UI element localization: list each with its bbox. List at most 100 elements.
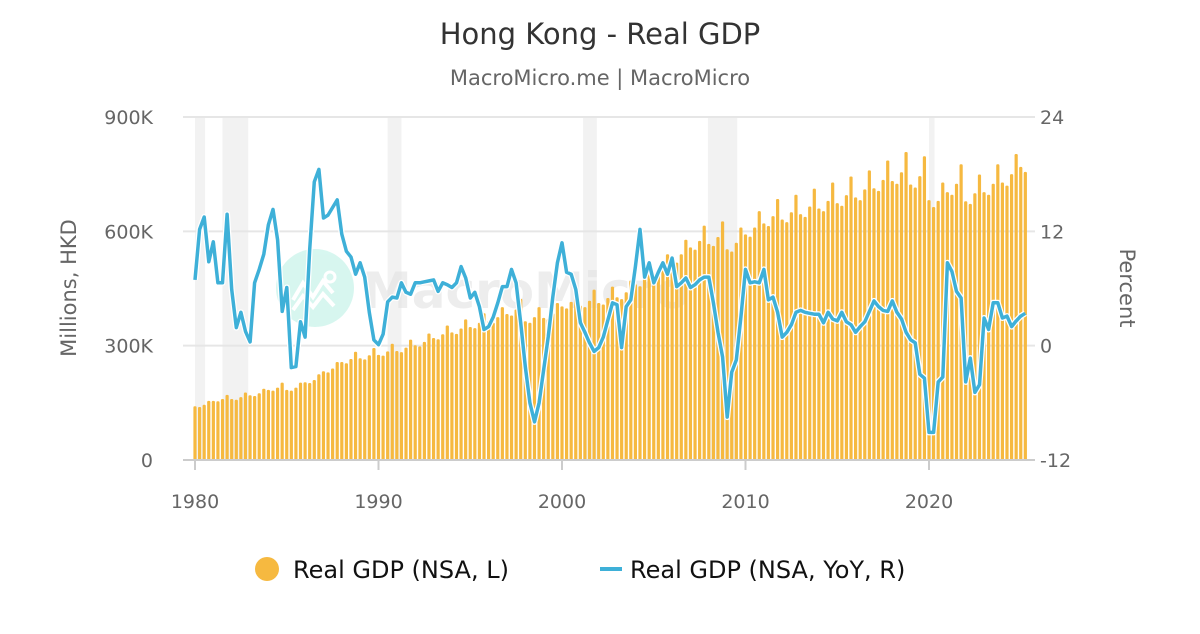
bar (303, 382, 307, 460)
bar (358, 358, 362, 460)
bar (583, 307, 587, 460)
bar (376, 354, 381, 460)
y-right-tick-label: -12 (1040, 450, 1071, 472)
bar (404, 347, 408, 460)
legend-item-bars[interactable]: Real GDP (NSA, L) (255, 556, 509, 584)
bar (331, 368, 335, 460)
bar (762, 223, 766, 460)
bar (973, 193, 977, 460)
bar (340, 362, 344, 460)
bar (647, 266, 651, 460)
bar (665, 254, 670, 460)
yoy-line (193, 167, 1027, 435)
bar (532, 317, 537, 460)
bar (798, 214, 803, 460)
x-tick-label: 2000 (538, 491, 586, 513)
bar (555, 302, 560, 460)
bar (849, 176, 853, 460)
bar (308, 383, 312, 460)
y-left-tick-label: 0 (141, 450, 153, 472)
bar (496, 317, 500, 460)
bar (560, 306, 564, 460)
bar (207, 400, 211, 460)
bar (872, 188, 876, 461)
bar (473, 328, 477, 460)
bar (890, 181, 894, 460)
bar (812, 188, 816, 460)
y-right-tick-label: 12 (1040, 221, 1064, 243)
legend: Real GDP (NSA, L) Real GDP (NSA, YoY, R) (255, 556, 905, 584)
bar (381, 355, 385, 460)
bar (477, 322, 482, 460)
bar (280, 382, 284, 460)
bar (487, 321, 491, 460)
bar (679, 254, 683, 460)
axes: 0 300K 600K 900K -12 0 12 24 1980 1990 2000 2010 202… (104, 107, 1071, 513)
bar (197, 407, 202, 460)
bar (491, 322, 495, 460)
y-left-tick-label: 300K (104, 336, 153, 358)
bar (895, 183, 899, 460)
y-axis-right-label: Percent (1115, 248, 1139, 327)
bar (285, 389, 289, 460)
bar (789, 212, 793, 460)
bar (711, 245, 715, 460)
bar (298, 382, 303, 460)
bar (803, 216, 807, 460)
bar (757, 211, 761, 460)
bar (909, 184, 913, 460)
bar (413, 345, 417, 460)
bar (239, 397, 243, 460)
bar (785, 222, 789, 460)
bar (459, 328, 463, 460)
bar (610, 286, 615, 460)
y-right-tick-label: 24 (1040, 107, 1064, 129)
bar (913, 187, 917, 460)
bar (693, 249, 697, 460)
bar (399, 352, 404, 460)
recession-band (929, 117, 935, 460)
bar (821, 211, 826, 460)
bar (629, 280, 633, 460)
bar (409, 339, 413, 460)
bar (991, 183, 995, 460)
bar (211, 400, 215, 460)
bar (661, 267, 665, 460)
bar (670, 260, 674, 460)
legend-label: Real GDP (NSA, L) (293, 556, 509, 584)
x-tick-label: 2010 (721, 491, 769, 513)
bar (748, 236, 752, 460)
bar (587, 300, 592, 460)
bar (766, 225, 771, 460)
x-tick-label: 2020 (905, 491, 953, 513)
bar (918, 176, 922, 461)
bar (289, 390, 293, 460)
bar (248, 395, 252, 460)
legend-item-line[interactable]: Real GDP (NSA, YoY, R) (600, 556, 905, 584)
bar (844, 195, 849, 460)
bar (363, 359, 367, 460)
y-left-tick-label: 900K (104, 107, 153, 129)
bar (794, 194, 798, 460)
bar (445, 325, 449, 460)
bar (876, 190, 881, 461)
bar (427, 333, 431, 460)
bar (262, 388, 266, 460)
bar (321, 371, 326, 460)
y-right-tick-label: 0 (1040, 336, 1052, 358)
y-left-tick-label: 600K (104, 221, 153, 243)
bar (633, 284, 637, 460)
circle-marker-icon (255, 557, 279, 581)
bar (509, 315, 514, 460)
line-series (192, 166, 1027, 436)
bar (954, 183, 959, 460)
bar (436, 339, 440, 460)
bar (835, 203, 839, 460)
bar (725, 249, 729, 460)
bar (606, 298, 610, 460)
bar (578, 305, 582, 460)
bar (275, 387, 280, 460)
bar (367, 355, 371, 460)
bar (253, 395, 257, 460)
